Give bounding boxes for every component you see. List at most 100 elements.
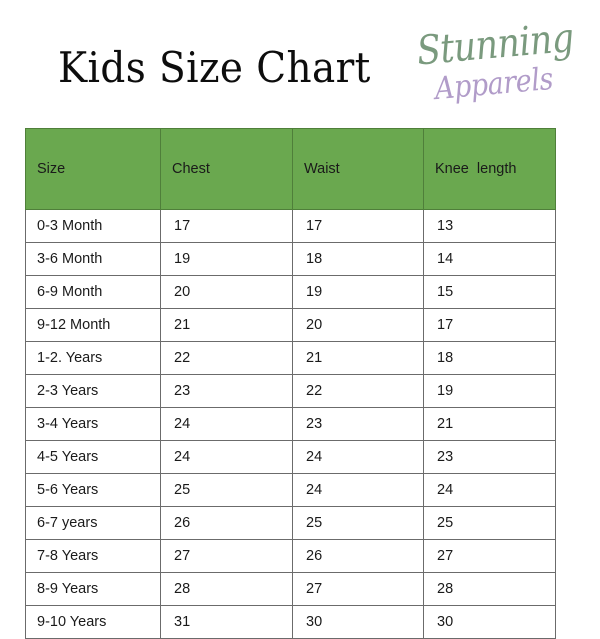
cell-chest-value: 23	[174, 383, 191, 399]
cell-waist: 17	[292, 209, 424, 243]
cell-size-value: 1-2. Years	[37, 350, 103, 366]
cell-size-value: 6-7 years	[37, 515, 98, 531]
cell-chest: 28	[160, 572, 293, 606]
cell-size-value: 4-5 Years	[37, 449, 99, 465]
cell-knee-length: 28	[423, 572, 556, 606]
table-body: 0-3 Month 17 17 13 3-6 Month 19 18 14 6-9 Month 2…	[25, 209, 556, 639]
cell-waist: 19	[292, 275, 424, 309]
cell-waist-value: 19	[306, 284, 323, 300]
table-row: 2-3 Years 23 22 19	[25, 374, 556, 408]
cell-size: 0-3 Month	[25, 209, 161, 243]
cell-size: 9-12 Month	[25, 308, 161, 342]
table-row: 9-12 Month 21 20 17	[25, 308, 556, 342]
column-header-chest: Chest	[160, 128, 293, 210]
cell-waist: 20	[292, 308, 424, 342]
table-row: 6-7 years 26 25 25	[25, 506, 556, 540]
cell-size: 9-10 Years	[25, 605, 161, 639]
cell-size-value: 5-6 Years	[37, 482, 99, 498]
cell-chest-value: 19	[174, 251, 191, 267]
table-row: 5-6 Years 25 24 24	[25, 473, 556, 507]
cell-chest: 31	[160, 605, 293, 639]
cell-size-value: 2-3 Years	[37, 383, 99, 399]
cell-waist-value: 17	[306, 218, 323, 234]
cell-size-value: 0-3 Month	[37, 218, 103, 234]
cell-knee-length-value: 17	[437, 317, 454, 333]
column-header-knee-length: Knee length	[423, 128, 556, 210]
table-row: 6-9 Month 20 19 15	[25, 275, 556, 309]
cell-knee-length-value: 27	[437, 548, 454, 564]
table-row: 4-5 Years 24 24 23	[25, 440, 556, 474]
cell-chest-value: 25	[174, 482, 191, 498]
cell-knee-length: 24	[423, 473, 556, 507]
page-title: Kids Size Chart	[58, 44, 371, 93]
cell-size-value: 6-9 Month	[37, 284, 103, 300]
cell-size-value: 3-4 Years	[37, 416, 99, 432]
cell-knee-length-value: 14	[437, 251, 454, 267]
cell-waist-value: 22	[306, 383, 323, 399]
cell-waist: 21	[292, 341, 424, 375]
cell-waist: 18	[292, 242, 424, 276]
table-row: 9-10 Years 31 30 30	[25, 605, 556, 639]
cell-knee-length: 14	[423, 242, 556, 276]
column-header-size: Size	[25, 128, 161, 210]
cell-knee-length-value: 21	[437, 416, 454, 432]
cell-chest: 27	[160, 539, 293, 573]
cell-knee-length: 17	[423, 308, 556, 342]
cell-knee-length: 21	[423, 407, 556, 441]
cell-chest-value: 24	[174, 416, 191, 432]
cell-size: 6-7 years	[25, 506, 161, 540]
cell-chest: 24	[160, 440, 293, 474]
cell-chest: 21	[160, 308, 293, 342]
cell-chest: 26	[160, 506, 293, 540]
cell-waist: 30	[292, 605, 424, 639]
size-chart-table-container: Size Chest Waist Knee length 0-3 Month 17…	[25, 128, 556, 639]
column-header-waist: Waist	[292, 128, 424, 210]
cell-size: 8-9 Years	[25, 572, 161, 606]
cell-knee-length-value: 28	[437, 581, 454, 597]
cell-size-value: 9-10 Years	[37, 614, 107, 630]
cell-waist: 24	[292, 440, 424, 474]
cell-chest-value: 24	[174, 449, 191, 465]
cell-size: 2-3 Years	[25, 374, 161, 408]
cell-waist: 23	[292, 407, 424, 441]
cell-chest: 20	[160, 275, 293, 309]
cell-size: 5-6 Years	[25, 473, 161, 507]
size-chart-table: Size Chest Waist Knee length 0-3 Month 17…	[25, 128, 556, 639]
cell-waist-value: 30	[306, 614, 323, 630]
cell-chest: 19	[160, 242, 293, 276]
cell-waist: 25	[292, 506, 424, 540]
table-row: 1-2. Years 22 21 18	[25, 341, 556, 375]
cell-waist-value: 27	[306, 581, 323, 597]
cell-size: 1-2. Years	[25, 341, 161, 375]
cell-waist-value: 21	[306, 350, 323, 366]
cell-knee-length: 19	[423, 374, 556, 408]
cell-knee-length: 23	[423, 440, 556, 474]
cell-waist-value: 24	[306, 482, 323, 498]
cell-waist-value: 24	[306, 449, 323, 465]
column-header-waist-label: Waist	[304, 161, 340, 177]
cell-size: 4-5 Years	[25, 440, 161, 474]
cell-chest-value: 20	[174, 284, 191, 300]
cell-waist-value: 18	[306, 251, 323, 267]
cell-chest: 25	[160, 473, 293, 507]
cell-knee-length-value: 24	[437, 482, 454, 498]
table-row: 3-6 Month 19 18 14	[25, 242, 556, 276]
table-header: Size Chest Waist Knee length	[25, 128, 556, 210]
column-header-size-label: Size	[37, 161, 66, 177]
cell-size: 3-6 Month	[25, 242, 161, 276]
table-row: 7-8 Years 27 26 27	[25, 539, 556, 573]
table-row: 3-4 Years 24 23 21	[25, 407, 556, 441]
cell-waist-value: 26	[306, 548, 323, 564]
cell-chest-value: 31	[174, 614, 191, 630]
cell-size-value: 3-6 Month	[37, 251, 103, 267]
column-header-chest-label: Chest	[172, 161, 210, 177]
cell-waist: 26	[292, 539, 424, 573]
cell-knee-length-value: 25	[437, 515, 454, 531]
cell-chest-value: 26	[174, 515, 191, 531]
cell-chest-value: 28	[174, 581, 191, 597]
brand-logo: Stunning Apparels	[405, 16, 575, 116]
cell-waist-value: 25	[306, 515, 323, 531]
cell-knee-length: 15	[423, 275, 556, 309]
cell-knee-length-value: 30	[437, 614, 454, 630]
table-row: 8-9 Years 28 27 28	[25, 572, 556, 606]
